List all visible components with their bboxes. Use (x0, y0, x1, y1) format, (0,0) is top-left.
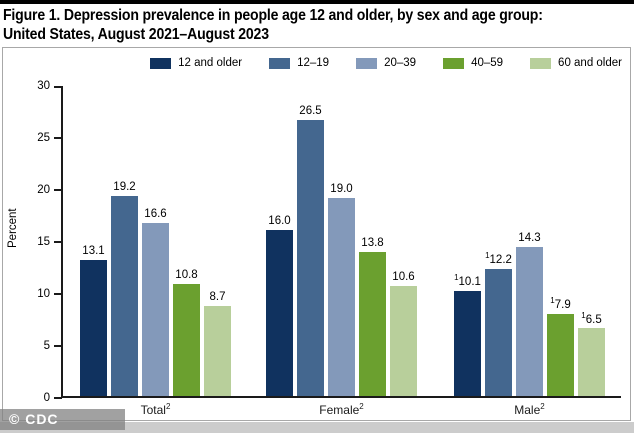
bar: 17.9 (547, 296, 574, 396)
y-axis-tick-label: 25 (37, 132, 50, 144)
bar: 16.5 (578, 311, 605, 396)
bar: 16.6 (142, 208, 169, 396)
top-border-rule (0, 0, 634, 4)
bar-value-label: 13.1 (82, 244, 105, 257)
y-axis-tick-label: 0 (43, 392, 50, 404)
legend-item: 60 and older (530, 57, 622, 69)
bar-group-male: 110.1 112.2 14.3 17.9 16.5 Male2 (454, 86, 605, 417)
bar: 10.6 (390, 271, 417, 396)
bar-value-label: 16.5 (581, 310, 602, 326)
legend-swatch-icon (443, 57, 465, 69)
legend-swatch-icon (530, 57, 552, 69)
bar-value-label: 19.0 (330, 183, 353, 196)
bar-value-label: 19.2 (113, 181, 136, 194)
category-label: Total2 (140, 402, 171, 417)
y-axis-tick (54, 241, 62, 243)
bar: 14.3 (516, 232, 543, 396)
category-label: Male2 (514, 402, 545, 417)
figure-title-line2: United States, August 2021–August 2023 (3, 26, 269, 43)
y-axis-tick (54, 189, 62, 191)
y-axis-tick-label: 10 (37, 288, 50, 300)
y-axis-tick-label: 30 (37, 80, 50, 92)
bar: 16.0 (266, 215, 293, 396)
legend-item: 12 and older (150, 57, 242, 69)
bar: 8.7 (204, 291, 231, 396)
bar: 110.1 (454, 273, 481, 396)
legend-swatch-icon (150, 57, 172, 69)
y-axis-tick-label: 15 (37, 236, 50, 248)
bar-value-label: 110.1 (454, 273, 481, 288)
bar-value-label: 16.0 (268, 214, 291, 227)
bar-value-label: 16.6 (144, 208, 167, 221)
bar-group-total: 13.1 19.2 16.6 10.8 8.7 Total2 (80, 86, 231, 417)
legend-item: 40–59 (443, 57, 503, 69)
y-axis-tick (54, 293, 62, 295)
bar: 19.0 (328, 183, 355, 396)
legend-label: 20–39 (384, 57, 417, 69)
bar-value-label: 14.3 (518, 232, 541, 245)
chart-legend: 12 and older 12–19 20–39 40–59 60 and older (150, 57, 622, 69)
bar-group-female: 16.0 26.5 19.0 13.8 10.6 Female2 (266, 86, 417, 417)
bar-value-label: 13.8 (361, 237, 384, 250)
bar: 10.8 (173, 269, 200, 396)
category-label: Female2 (319, 402, 364, 417)
bar: 26.5 (297, 105, 324, 396)
legend-label: 60 and older (558, 57, 622, 69)
legend-item: 20–39 (356, 57, 416, 69)
bar-value-label: 17.9 (550, 296, 571, 311)
legend-item: 12–19 (269, 57, 329, 69)
legend-swatch-icon (269, 57, 291, 69)
y-axis-title: Percent (7, 208, 19, 248)
y-axis-tick-label: 20 (37, 184, 50, 196)
bar-value-label: 26.5 (299, 105, 322, 118)
legend-label: 40–59 (471, 57, 504, 69)
chart-panel: 12 and older 12–19 20–39 40–59 60 and older … (2, 47, 631, 421)
bar: 19.2 (111, 181, 138, 396)
legend-label: 12 and older (178, 57, 243, 69)
bar-value-label: 8.7 (209, 290, 226, 303)
legend-label: 12–19 (297, 57, 330, 69)
figure-title-line1: Figure 1. Depression prevalence in peopl… (3, 7, 543, 24)
bar: 112.2 (485, 251, 512, 396)
bar: 13.8 (359, 237, 386, 396)
y-axis-tick (54, 397, 62, 399)
figure-title: Figure 1. Depression prevalence in peopl… (0, 6, 634, 44)
bottom-strip (0, 422, 634, 433)
y-axis-tick (54, 86, 62, 88)
plot-area: 0 5 10 15 20 25 30 13.1 19.2 16.6 10.8 8.7 Total2 16.… (37, 80, 621, 417)
bar-value-label: 10.6 (392, 270, 415, 283)
y-axis-tick-label: 5 (43, 340, 50, 352)
bar-value-label: 112.2 (485, 251, 512, 267)
y-axis-tick (54, 137, 62, 139)
bar: 13.1 (80, 245, 107, 396)
y-axis-tick (54, 345, 62, 347)
bar-value-label: 10.8 (175, 268, 198, 281)
legend-swatch-icon (356, 57, 378, 69)
cdc-watermark: © CDC (0, 409, 125, 430)
